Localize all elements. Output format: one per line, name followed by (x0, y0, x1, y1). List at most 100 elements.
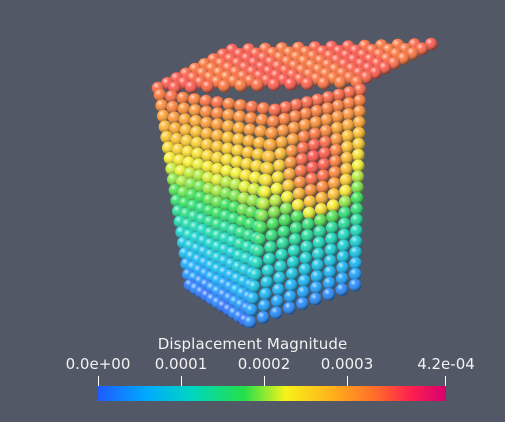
particle-shading (261, 264, 275, 278)
particle-shading (253, 136, 266, 150)
particle-shading (170, 132, 184, 146)
particle-shading (153, 88, 167, 102)
particle-shading (351, 181, 364, 194)
particle-shading (304, 184, 318, 197)
particle-shading (306, 161, 319, 175)
particle-shading (245, 100, 259, 114)
particle-shading (301, 77, 314, 90)
particle-shading (263, 252, 276, 266)
particle-shading (231, 144, 245, 158)
particle-shading (230, 155, 244, 169)
particle-shading (350, 192, 364, 205)
legend-title: Displacement Magnitude (157, 335, 348, 353)
particle-shading (221, 153, 234, 167)
particle-shading (218, 79, 231, 93)
particle-shading (307, 150, 320, 163)
particle-shading (338, 217, 351, 231)
particle-shading (160, 130, 173, 144)
particle-shading (328, 166, 342, 179)
particle-shading (331, 99, 345, 113)
particle-shading (176, 91, 190, 105)
particle-shading (211, 96, 224, 109)
particle-shading (349, 235, 363, 248)
particle-shading (317, 76, 331, 90)
particle-shading (285, 144, 299, 158)
particle-shading (221, 131, 235, 144)
particle-shading (267, 115, 280, 129)
particle-shading (256, 311, 270, 324)
particle-shading (315, 191, 329, 205)
particle-shading (261, 162, 275, 176)
particle-shading (271, 294, 284, 308)
particle-shading (318, 147, 332, 160)
particle-shading (334, 76, 347, 89)
particle-shading (317, 158, 331, 171)
particle-shading (211, 129, 224, 143)
particle-shading (309, 116, 323, 129)
particle-shading (249, 268, 262, 282)
colorbar-tick-mark (98, 376, 99, 386)
particle-shading (351, 159, 365, 173)
colorbar-tick-mark (264, 376, 265, 386)
particle-shading (163, 152, 177, 165)
particle-shading (302, 206, 316, 220)
particle-shading (245, 303, 258, 317)
particle-shading (350, 202, 364, 216)
particle-shading (263, 150, 276, 164)
particle-shading (268, 206, 281, 219)
particle-shading (302, 218, 315, 231)
particle-shading (296, 141, 310, 155)
particle-shading (296, 297, 309, 310)
particle-shading (325, 221, 339, 235)
particle-shading (351, 170, 365, 183)
colorbar-tick-mark (181, 376, 182, 386)
particle-shading (312, 247, 325, 261)
particle-shading (343, 86, 356, 99)
particle-shading (246, 292, 260, 305)
particle-shading (232, 133, 245, 146)
particle-shading (230, 167, 243, 180)
particle-shading (319, 124, 333, 138)
particle-shading (220, 165, 234, 178)
particle-shading (221, 142, 234, 156)
particle-shading (297, 130, 311, 144)
particle-shading (338, 206, 352, 220)
particle-shading (155, 99, 168, 112)
colorbar-tick-label: 0.0003 (320, 355, 374, 373)
particle-shading (269, 194, 282, 208)
particle-shading (251, 148, 265, 161)
particle-shading (253, 233, 266, 246)
colorbar-tick-label: 0.0001 (154, 355, 208, 373)
particle-shading (324, 254, 337, 268)
particle-shading (211, 107, 224, 120)
particle-shading (180, 134, 194, 148)
particle-shading (282, 179, 295, 193)
particle-shading (319, 136, 332, 149)
particle-shading (301, 229, 314, 242)
particle-shading (336, 272, 349, 286)
particle-shading (326, 199, 340, 212)
particle-shading (232, 121, 246, 135)
colorbar-tick-mark (347, 376, 348, 386)
particle-shading (279, 101, 292, 114)
particle-shading (274, 147, 287, 161)
particle-shading (298, 119, 312, 132)
particle-shading (290, 98, 303, 112)
particle-shading (250, 256, 264, 270)
particle-shading (291, 199, 305, 212)
particle-shading (337, 239, 350, 253)
particle-shading (181, 145, 195, 159)
particle-shading (308, 127, 322, 141)
particle-shading (199, 94, 213, 108)
particle-shading (274, 260, 288, 273)
particle-shading (339, 173, 353, 187)
colorbar-tick-label: 0.0002 (237, 355, 291, 373)
particle-shading (266, 217, 280, 231)
particle-shading (289, 221, 303, 235)
particle-shading (260, 174, 274, 187)
particle-shading (349, 257, 362, 270)
particle-shading (397, 52, 410, 65)
particle-shading (273, 159, 286, 173)
